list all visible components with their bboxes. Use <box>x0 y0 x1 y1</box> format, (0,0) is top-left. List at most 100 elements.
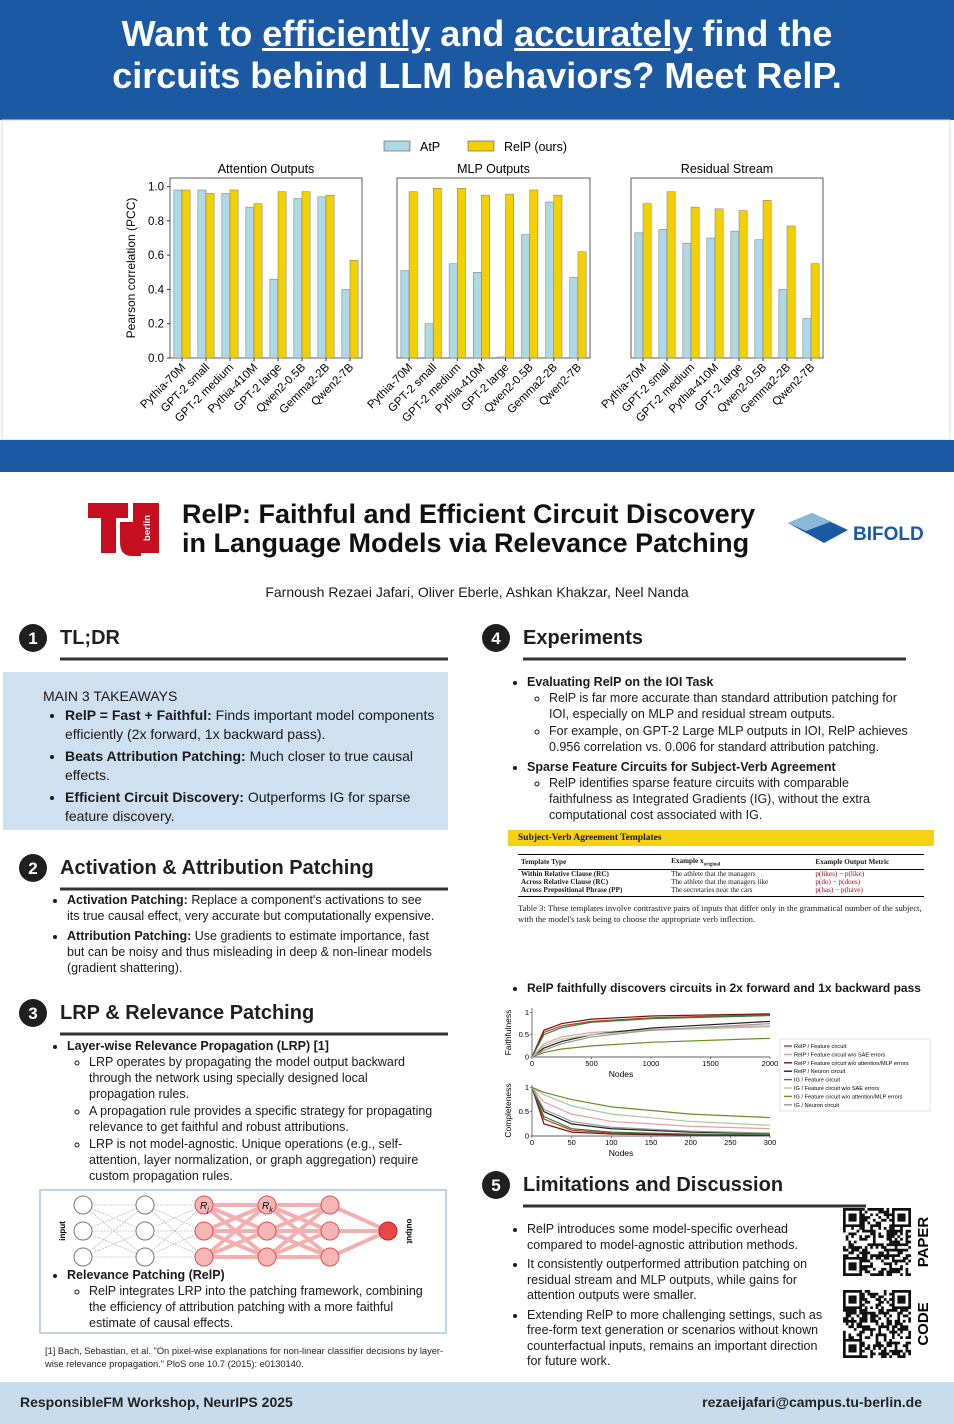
table-cell: The athlete that the managers like <box>671 878 769 887</box>
section-title: Experiments <box>523 627 643 649</box>
y-tick-label: 0.0 <box>148 353 164 365</box>
bullet-block: Activation Patching: Replace a component… <box>45 892 435 980</box>
headline-text: accurately <box>514 13 693 54</box>
legend-label: RelP / Feature circuit w/o SAE errors <box>794 1052 885 1058</box>
bullet-item: Sparse Feature Circuits for Subject-Verb… <box>527 759 915 823</box>
section-badge <box>482 1171 510 1199</box>
chart-title: Attention Outputs <box>218 162 315 176</box>
table-header-cell: Example xoriginal <box>668 853 813 871</box>
y-tick-label: 1 <box>525 1083 529 1092</box>
bullet-list: Activation Patching: Replace a component… <box>45 892 435 976</box>
bullet-list: RelP = Fast + Faithful: Finds important … <box>43 706 438 825</box>
headline-text: circuits behind LLM behaviors? Meet RelP… <box>112 55 842 96</box>
bullet-block: RelP = Fast + Faithful: Finds important … <box>43 706 438 829</box>
diagram-node-sub: j <box>206 1207 209 1214</box>
table-header-cell: Example Output Metric <box>812 853 924 871</box>
section-title: TL;DR <box>60 627 121 649</box>
legend-label: RelP / Neuron circuit <box>794 1069 846 1075</box>
bar <box>301 191 311 359</box>
bullet-list: Evaluating RelP on the IOI TaskRelP is f… <box>505 674 915 823</box>
paper-title: RelP: Faithful and Efficient Circuit Dis… <box>182 499 756 529</box>
x-tick-label: 50 <box>567 1138 575 1147</box>
bar <box>545 201 555 359</box>
series-line <box>531 1087 771 1136</box>
bullet-text: Use gradients to estimate importance, fa… <box>67 929 432 975</box>
bar <box>706 237 716 359</box>
y-tick-label: 0.5 <box>519 1107 529 1116</box>
bifold-logo: BIFOLD <box>788 513 924 545</box>
legend-label: RelP / Feature circuit w/o attention/MLP… <box>794 1061 909 1067</box>
bar <box>229 189 239 359</box>
section-title: Limitations and Discussion <box>523 1174 783 1196</box>
table-cell: Across Relative Clause (RC) <box>521 878 609 887</box>
bullet-item: Layer-wise Relevance Propagation (LRP) [… <box>67 1038 435 1184</box>
table-cell: p(do) − p(does) <box>815 878 861 887</box>
header-band <box>0 0 954 120</box>
section-title: Activation & Attribution Patching <box>60 857 374 879</box>
diagram-edge <box>329 1229 389 1259</box>
series-line <box>531 1087 771 1134</box>
y-tick-label: 0 <box>525 1053 529 1062</box>
diagram-edge <box>144 1204 205 1258</box>
bar <box>408 191 418 359</box>
series-line <box>531 1020 771 1058</box>
bullet-list: RelP faithfully discovers circuits in 2x… <box>505 980 945 996</box>
bar <box>197 189 207 359</box>
bar <box>457 188 466 359</box>
series-line <box>531 1086 771 1126</box>
diagram-node <box>257 1247 277 1267</box>
series-line <box>531 1013 771 1058</box>
bar <box>432 188 442 359</box>
diagram-edge <box>82 1204 146 1232</box>
diagram-node <box>378 1221 398 1241</box>
y-axis-label: Faithfulness <box>503 1010 513 1056</box>
series-line <box>531 1086 771 1119</box>
table-cell: p(likes) − p(like) <box>815 870 865 879</box>
tu-logo: berlin <box>88 503 159 556</box>
diagram-node <box>194 1221 214 1241</box>
footer-venue: ResponsibleFM Workshop, NeurIPS 2025 <box>20 1394 293 1410</box>
table-caption: Table 3: These templates involve contras… <box>518 903 922 924</box>
x-tick-label: 200 <box>684 1138 697 1147</box>
diagram-edge <box>329 1203 389 1233</box>
table-cell: Across Prepositional Phrase (PP) <box>518 886 669 898</box>
y-tick-label: 0.2 <box>148 319 164 331</box>
divider-band <box>0 440 954 472</box>
bar <box>553 194 563 359</box>
diagram-node <box>135 1247 155 1267</box>
qr-label: CODE <box>915 1302 932 1345</box>
plot-frame <box>169 177 363 359</box>
bar <box>569 277 579 359</box>
bullet-lead: Efficient Circuit Discovery: <box>65 789 244 805</box>
authors: Farnoush Rezaei Jafari, Oliver Eberle, A… <box>265 584 689 600</box>
sub-list: LRP operates by propagating the model ou… <box>67 1054 435 1184</box>
box-title: MAIN 3 TAKEAWAYS <box>43 688 178 704</box>
bar <box>400 270 410 359</box>
footer-band <box>0 1382 954 1424</box>
bullet-text: Extending RelP to more challenging setti… <box>527 1307 823 1369</box>
table: Template Type Example xoriginal Example … <box>518 853 924 898</box>
bullet-item: Relevance Patching (RelP)RelP integrates… <box>67 1267 440 1331</box>
bullet-text: Finds important model components efficie… <box>65 707 435 742</box>
bullet-item: RelP introduces some model-specific over… <box>527 1222 827 1253</box>
logo-text: berlin <box>142 515 153 541</box>
bar <box>754 239 764 359</box>
section-number: 1 <box>28 629 37 648</box>
bar <box>666 191 676 359</box>
diagram-node-label: Rj <box>200 1201 209 1214</box>
legend-swatch <box>467 140 495 152</box>
header-text: Example x <box>671 857 704 865</box>
header-sub: original <box>703 862 721 868</box>
y-tick-label: 0.5 <box>519 1030 529 1039</box>
diagram-node <box>73 1221 93 1241</box>
y-tick-label: 1 <box>525 1008 529 1017</box>
bullet-block: Layer-wise Relevance Propagation (LRP) [… <box>45 1038 435 1188</box>
diagram-edge <box>144 1204 205 1232</box>
table-header: Template Type Example xoriginal Example … <box>518 853 924 871</box>
bullet-item: Activation Patching: Replace a component… <box>67 892 435 924</box>
sub-list: RelP identifies sparse feature circuits … <box>527 775 915 823</box>
bullet-lead: Layer-wise Relevance Propagation (LRP) [… <box>67 1039 329 1053</box>
section-badge <box>482 624 510 652</box>
sub-item: RelP integrates LRP into the patching fr… <box>89 1283 440 1331</box>
qr-code <box>843 1208 911 1276</box>
